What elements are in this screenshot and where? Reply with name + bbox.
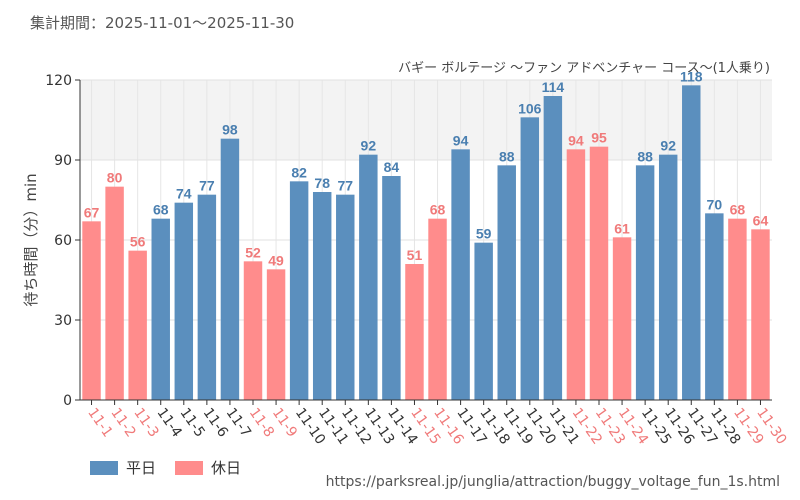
legend-holiday-label: 休日 xyxy=(211,459,242,477)
y-tick-label: 120 xyxy=(45,73,72,89)
bar xyxy=(105,186,124,400)
bar xyxy=(589,146,609,400)
period-label: 集計期間：2025-11-01～2025-11-30 xyxy=(30,14,295,32)
bar xyxy=(336,194,355,400)
bar-value-label: 98 xyxy=(222,122,238,138)
bar-value-label: 68 xyxy=(153,202,169,218)
legend-holiday-swatch xyxy=(175,460,203,475)
x-tick-label: 11-5 xyxy=(177,405,208,440)
legend-weekday-swatch xyxy=(90,460,118,475)
x-tick-label: 11-3 xyxy=(130,405,161,440)
bar xyxy=(474,242,493,400)
bar-value-label: 68 xyxy=(430,202,446,218)
y-axis-label: 待ち時間（分）min xyxy=(22,173,40,306)
bar-value-label: 92 xyxy=(660,138,676,154)
bar-value-label: 56 xyxy=(130,234,146,250)
bar-value-label: 106 xyxy=(518,100,542,116)
bar-value-label: 88 xyxy=(499,148,515,164)
bar-value-label: 74 xyxy=(176,186,192,202)
bar xyxy=(174,202,194,400)
bar-value-label: 118 xyxy=(680,68,703,84)
bar xyxy=(243,261,263,400)
legend-holiday: 休日 xyxy=(175,457,241,478)
bar xyxy=(682,85,701,400)
x-tick-label: 11-6 xyxy=(200,405,231,440)
plot-band-top xyxy=(80,80,772,160)
bar xyxy=(520,117,540,400)
bar-value-label: 67 xyxy=(84,204,100,220)
bar xyxy=(312,192,332,400)
x-tick-label: 11-4 xyxy=(153,405,184,440)
bar-value-label: 92 xyxy=(361,138,377,154)
bar-value-label: 114 xyxy=(542,79,565,95)
legend-weekday-label: 平日 xyxy=(126,459,157,477)
source-url: https://parksreal.jp/junglia/attraction/… xyxy=(325,474,780,490)
bar-value-label: 77 xyxy=(337,178,353,194)
bar xyxy=(612,237,632,400)
y-tick-label: 60 xyxy=(54,233,72,249)
bar-value-label: 52 xyxy=(245,244,261,260)
bar xyxy=(197,194,217,400)
bar-value-label: 64 xyxy=(753,212,769,228)
bar-value-label: 84 xyxy=(384,159,400,175)
bar xyxy=(266,269,286,400)
x-tick-label: 11-7 xyxy=(223,405,254,440)
bar-value-label: 78 xyxy=(314,175,330,191)
bar xyxy=(82,221,101,400)
chart-title: バギー ボルテージ 〜ファン アドベンチャー コース〜(1人乗り) xyxy=(398,61,770,76)
bar xyxy=(405,264,424,400)
y-tick-label: 30 xyxy=(54,313,72,329)
bar xyxy=(151,218,170,400)
bar-value-label: 59 xyxy=(476,226,492,242)
x-tick-label: 11-1 xyxy=(84,405,115,440)
bar xyxy=(497,165,516,400)
x-tick-label: 11-8 xyxy=(246,405,277,440)
x-tick-label: 11-9 xyxy=(269,405,300,440)
bar xyxy=(128,250,147,400)
bar-value-label: 51 xyxy=(407,247,423,263)
bar xyxy=(566,149,586,400)
bar xyxy=(451,149,470,400)
bar-value-label: 70 xyxy=(707,196,723,212)
bar xyxy=(543,96,563,400)
bar xyxy=(359,154,378,400)
bar xyxy=(428,218,447,400)
bar-value-label: 49 xyxy=(268,252,284,268)
bar xyxy=(382,176,401,400)
bar-value-label: 94 xyxy=(568,132,584,148)
bar xyxy=(705,213,724,400)
bar-value-label: 77 xyxy=(199,178,215,194)
bar-value-label: 95 xyxy=(591,130,607,146)
legend-weekday: 平日 xyxy=(90,457,156,478)
bar-value-label: 94 xyxy=(453,132,469,148)
bar xyxy=(289,181,309,400)
bar-value-label: 80 xyxy=(107,170,123,186)
bar xyxy=(658,154,678,400)
bar-value-label: 82 xyxy=(291,164,307,180)
bar xyxy=(728,218,747,400)
bar xyxy=(220,138,240,400)
bar xyxy=(751,229,770,400)
y-tick-label: 90 xyxy=(54,153,72,169)
bar xyxy=(635,165,655,400)
bar-value-label: 61 xyxy=(614,220,630,236)
y-tick-label: 0 xyxy=(63,393,72,409)
x-tick-label: 11-2 xyxy=(107,405,138,440)
bar-value-label: 68 xyxy=(730,202,746,218)
bar-value-label: 88 xyxy=(637,148,653,164)
